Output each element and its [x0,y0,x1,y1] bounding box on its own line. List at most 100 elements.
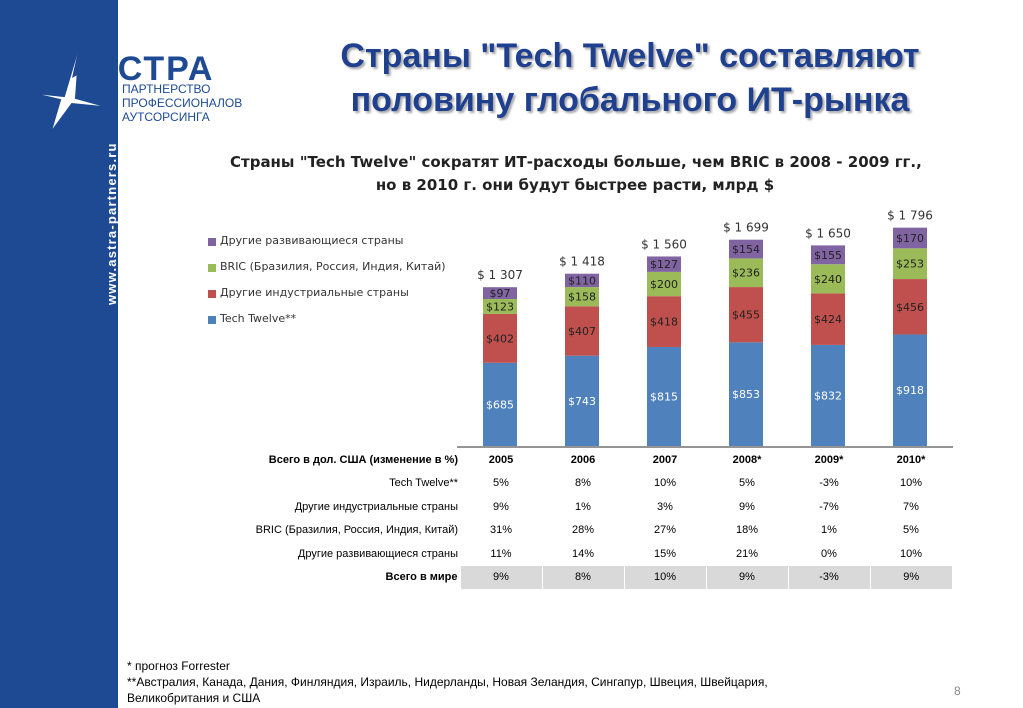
table-cell: 15% [653,547,677,560]
footnotes: * прогноз Forrester **Австралия, Канада,… [127,658,768,706]
bar-segment [483,287,517,299]
bar-segment [893,248,927,280]
legend-swatch [208,316,216,324]
table-cell: 0% [821,547,837,560]
table-column-header: 2008* [732,453,762,466]
bar-segment [483,298,517,314]
data-label: $918 [896,384,924,397]
table-total-cell: 9% [705,565,788,589]
data-label: $123 [486,300,514,313]
legend-label: Другие индустриальные страны [220,286,409,299]
logo-tagline-line: ПАРТНЕРСТВО [122,82,211,96]
table-total-cell: 9% [869,565,952,589]
table-total-label: Всего в мире [385,571,458,584]
table-row-label: BRIC (Бразилия, Россия, Индия, Китай) [255,524,458,537]
bar-segment [811,245,845,265]
slide-title-line1: Страны "Tech Twelve" составляют [340,37,920,75]
bar-segment [647,256,681,272]
bar-segment [729,239,763,259]
data-label: $424 [814,313,842,326]
data-label: $240 [814,273,842,286]
data-label: $685 [486,398,514,411]
bar-segment [483,313,517,363]
footnote: * прогноз Forrester [127,659,230,673]
table-row: Другие развивающиеся страны 11% 14% 15% … [222,542,952,566]
logo-tagline: ПАРТНЕРСТВО ПРОФЕССИОНАЛОВ АУТСОРСИНГА [122,82,242,124]
legend-swatch [208,238,216,246]
bar-segment [729,287,763,343]
table-header-row: Всего в дол. США (изменение в %) 2005 20… [222,448,952,472]
table-header-label: Всего в дол. США (изменение в %) [268,453,458,466]
bar-segment [565,355,599,446]
table-cell: 21% [735,547,759,560]
bar-segment [893,334,927,446]
data-label: $407 [568,325,596,338]
table-row-label: Другие индустриальные страны [294,500,458,513]
table-cell: 9% [493,500,509,513]
total-label: $ 1 650 [805,226,851,240]
table-column-header: 2009* [814,453,844,466]
total-label: $ 1 796 [887,209,933,223]
data-label: $455 [732,309,760,322]
data-label: $154 [732,243,760,256]
table-total-cell: -3% [787,565,870,589]
total-label: $ 1 699 [723,221,769,235]
table-row-label: Другие развивающиеся страны [297,547,458,560]
table-cell: 8% [575,477,591,490]
legend-label: BRIC (Бразилия, Россия, Индия, Китай) [220,260,446,273]
data-label: $170 [896,232,924,245]
table-cell: 5% [739,477,755,490]
table-cell: 3% [657,500,673,513]
bar-segment [647,296,681,347]
table-cell: 14% [571,547,595,560]
data-label: $155 [814,249,842,262]
table-cell: 31% [489,524,513,537]
table-row-label: Tech Twelve** [389,477,458,490]
bar-segment [729,342,763,446]
table-cell: 5% [493,477,509,490]
table-cell: 27% [653,524,677,537]
total-label: $ 1 418 [559,255,605,269]
page-number: 8 [954,684,961,698]
data-label: $158 [568,291,596,304]
data-label: $200 [650,278,678,291]
table-cell: 7% [903,500,919,513]
bar-segment [893,279,927,335]
data-label: $97 [490,287,511,300]
legend-swatch [208,264,216,272]
table-cell: 9% [739,500,755,513]
bar-segment [893,227,927,249]
slide-title: Страны "Tech Twelve" составляют половину… [300,34,960,122]
bar-segment [811,264,845,294]
table-total-cell: 8% [541,565,624,589]
table-column-header: 2010* [896,453,926,466]
table-total-cell: 9% [459,565,542,589]
table-row: Другие индустриальные страны 9% 1% 3% 9%… [222,495,952,519]
bar-segment [647,271,681,297]
table-cell: 28% [571,524,595,537]
data-label: $127 [650,258,678,271]
table-cell: 1% [821,524,837,537]
data-label: $110 [568,274,596,287]
bar-segment [811,293,845,345]
table-column-header: 2007 [652,453,678,466]
data-label: $418 [650,316,678,329]
bar-segment [565,306,599,356]
bar-segment [565,273,599,288]
table-cell: -7% [819,500,839,513]
growth-table: Всего в дол. США (изменение в %) 2005 20… [222,448,952,589]
logo-star-icon [25,41,113,135]
site-url: www.astra-partners.ru [104,142,119,305]
table-cell: 5% [903,524,919,537]
footnote: Великобритания и США [127,691,261,705]
data-label: $832 [814,389,842,402]
astra-logo: АСТРА [25,41,212,135]
table-cell: 10% [653,477,677,490]
data-label: $815 [650,390,678,403]
logo-tagline-line: АУТСОРСИНГА [122,110,210,124]
table-cell: 10% [899,477,923,490]
data-label: $402 [486,332,514,345]
table-cell: 10% [899,547,923,560]
bar-segment [647,346,681,446]
table-column-header: 2005 [488,453,514,466]
